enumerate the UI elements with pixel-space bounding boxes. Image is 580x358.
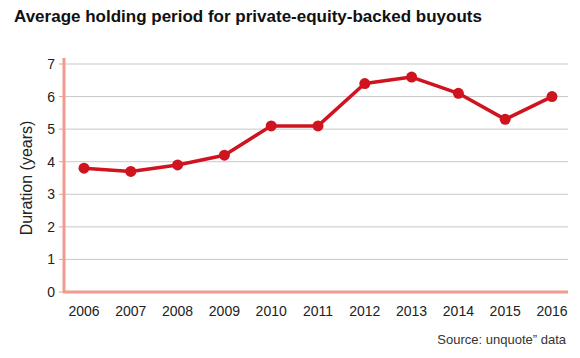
x-tick-label: 2007 bbox=[115, 303, 146, 319]
data-point bbox=[406, 72, 417, 83]
chart-svg: Average holding period for private-equit… bbox=[0, 0, 580, 358]
grid-line bbox=[64, 161, 568, 162]
x-tick-label: 2009 bbox=[209, 303, 240, 319]
y-tick-label: 6 bbox=[47, 89, 55, 105]
y-tick-label: 1 bbox=[47, 251, 55, 267]
source-note: Source: unquote” data bbox=[437, 332, 566, 347]
y-tick-label: 4 bbox=[47, 154, 55, 170]
plot-area bbox=[79, 72, 558, 177]
grid-line bbox=[64, 226, 568, 227]
grid-line bbox=[64, 64, 568, 65]
data-point bbox=[125, 166, 136, 177]
y-tick-label: 0 bbox=[47, 284, 55, 300]
data-point bbox=[172, 159, 183, 170]
x-tick-label: 2006 bbox=[68, 303, 99, 319]
x-tick-label: 2010 bbox=[256, 303, 287, 319]
data-point bbox=[500, 114, 511, 125]
data-point bbox=[453, 88, 464, 99]
title: Average holding period for private-equit… bbox=[14, 7, 482, 26]
data-point bbox=[79, 163, 90, 174]
data-point bbox=[547, 91, 558, 102]
y-tick-label: 5 bbox=[47, 121, 55, 137]
x-tick-label: 2015 bbox=[490, 303, 521, 319]
y-axis bbox=[63, 58, 66, 293]
x-tick-label: 2012 bbox=[349, 303, 380, 319]
chart-container: Average holding period for private-equit… bbox=[0, 0, 580, 358]
x-tick-label: 2013 bbox=[396, 303, 427, 319]
y-tick-label: 2 bbox=[47, 219, 55, 235]
x-axis bbox=[63, 291, 568, 294]
x-tick-label: 2008 bbox=[162, 303, 193, 319]
data-line bbox=[84, 77, 552, 171]
grid-line bbox=[64, 259, 568, 260]
x-tick-label: 2014 bbox=[443, 303, 474, 319]
y-tick-label: 3 bbox=[47, 186, 55, 202]
grid-line bbox=[64, 292, 568, 293]
x-tick-label: 2016 bbox=[536, 303, 567, 319]
data-point bbox=[266, 120, 277, 131]
data-point bbox=[359, 78, 370, 89]
data-point bbox=[313, 120, 324, 131]
grid-line bbox=[64, 96, 568, 97]
grid-line bbox=[64, 194, 568, 195]
data-point bbox=[219, 150, 230, 161]
y-tick-label: 7 bbox=[47, 56, 55, 72]
x-tick-label: 2011 bbox=[303, 303, 333, 319]
y-axis-label: Duration (years) bbox=[18, 121, 35, 236]
